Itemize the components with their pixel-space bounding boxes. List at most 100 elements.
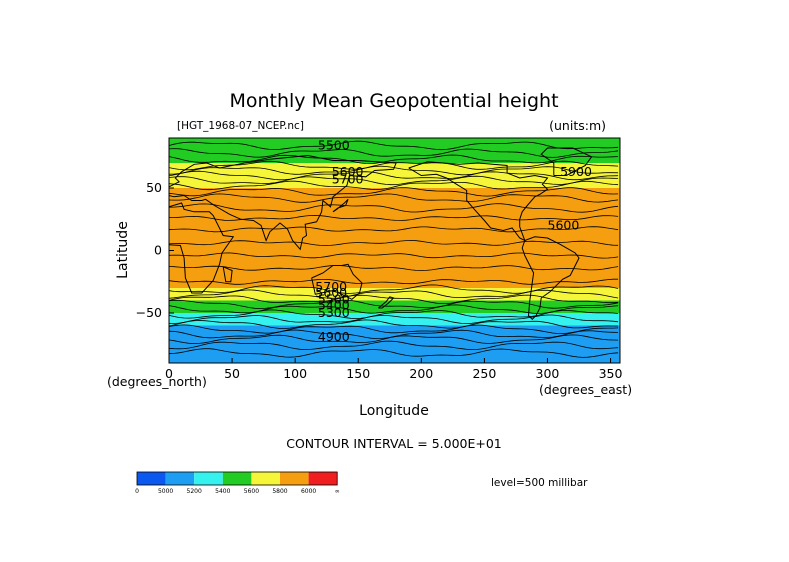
x-tick-label: 0 [165, 366, 173, 381]
contour-line [169, 324, 619, 335]
field-band [169, 250, 620, 264]
contour-label: 5600 [548, 218, 580, 233]
field-band [169, 200, 620, 214]
field-band [169, 275, 620, 289]
colorbar-swatch [251, 472, 280, 485]
contour-line [169, 154, 619, 165]
contour-label: 4900 [318, 329, 350, 344]
coastline [540, 147, 593, 176]
coastline [169, 202, 235, 294]
contour-line [169, 334, 619, 345]
coastline [311, 263, 363, 300]
contour-label: 5600 [315, 285, 347, 300]
x-units: (degrees_east) [539, 382, 632, 397]
field-band [169, 263, 620, 276]
contour-line [169, 289, 619, 299]
colorbar-tick-label: 5400 [215, 488, 230, 495]
x-tick-label: 50 [224, 366, 240, 381]
contour-interval: CONTOUR INTERVAL = 5.000E+01 [286, 436, 502, 451]
x-tick-label: 150 [346, 366, 370, 381]
units-label: (units:m) [549, 118, 606, 133]
colorbar-swatch [137, 472, 166, 485]
colorbar-swatch [280, 472, 309, 485]
contour-label: 5700 [315, 279, 347, 294]
contour-line [169, 226, 619, 233]
contour-line [169, 304, 619, 314]
y-axis-label: Latitude [115, 221, 131, 279]
field-band [169, 175, 620, 189]
contour-line [169, 180, 619, 191]
x-tick-label: 100 [283, 366, 307, 381]
colorbar-tick-label: 5000 [158, 488, 173, 495]
contour-line [169, 148, 619, 158]
x-axis-ticks: 0 50 100 150 200 250 300 350 [165, 358, 623, 381]
x-tick-label: 350 [599, 366, 623, 381]
contour-line [169, 309, 619, 319]
coastlines [169, 147, 593, 321]
x-axis-label: Longitude [359, 403, 429, 419]
contour-line [169, 252, 619, 259]
contour-line [169, 319, 619, 329]
file-label: [HGT_1968-07_NCEP.nc] [177, 120, 304, 132]
chart-title: Monthly Mean Geopotential height [229, 90, 558, 112]
colorbar-swatch [222, 472, 252, 485]
field-band [169, 300, 620, 314]
colorbar-swatch [308, 472, 338, 485]
x-tick-label: 250 [472, 366, 496, 381]
field-band [169, 338, 620, 351]
colorbar-tick-label: 5200 [187, 488, 202, 495]
y-tick-label: 50 [146, 180, 162, 195]
coastline [222, 266, 233, 283]
colorbar-swatch [165, 472, 195, 485]
colorbar-tick-label: 6000 [301, 488, 316, 495]
contour-line [169, 314, 619, 324]
contour-label: 5300 [318, 305, 350, 320]
contour-line [169, 284, 619, 294]
colorbar-swatch [194, 472, 223, 485]
contour-line [169, 193, 619, 203]
coastline [332, 198, 349, 213]
y-tick-label: −50 [136, 305, 162, 320]
contour-line [169, 264, 619, 272]
coastline [408, 161, 549, 242]
field-band [169, 150, 620, 164]
field-band [169, 350, 620, 363]
contour-label: 5500 [318, 138, 350, 153]
x-tick-label: 300 [536, 366, 560, 381]
coastline [521, 236, 580, 321]
contour-label: 5600 [332, 164, 364, 179]
contour-line [169, 278, 619, 285]
y-units: (degrees_north) [107, 374, 207, 389]
contour-label: 5700 [332, 171, 364, 186]
contour-line [169, 340, 619, 351]
contour-line [169, 299, 619, 310]
contour-line [169, 165, 619, 176]
colorbar-tick-label: 5800 [272, 488, 287, 495]
contour-field [169, 138, 620, 363]
coastline [378, 296, 395, 309]
contour-line [169, 170, 619, 181]
contour-lines [169, 140, 619, 358]
colorbar-tick-label: 0 [135, 488, 139, 495]
contour-line [169, 187, 619, 197]
y-tick-label: 0 [154, 243, 162, 258]
x-tick-label: 200 [409, 366, 433, 381]
colorbar-tick-label: ∞ [335, 488, 340, 495]
y-axis-ticks: 50 0 −50 [136, 180, 174, 320]
contour-line [169, 239, 619, 247]
field-band [169, 238, 620, 251]
level-label: level=500 millibar [491, 477, 588, 489]
contour-line [169, 140, 619, 151]
field-band [169, 138, 620, 151]
contour-line [169, 348, 619, 358]
colorbar-frame [136, 471, 338, 486]
contour-line [169, 203, 619, 213]
contour-label: 5400 [318, 298, 350, 313]
field-band [169, 213, 620, 226]
colorbar-tick-label: 5600 [244, 488, 259, 495]
coastline [169, 154, 397, 251]
contour-label: 5900 [560, 164, 592, 179]
contour-label: 5500 [318, 291, 350, 306]
